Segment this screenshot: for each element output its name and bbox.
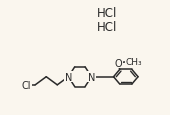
Text: CH₃: CH₃ bbox=[126, 58, 143, 67]
Text: Cl: Cl bbox=[21, 80, 31, 90]
Text: N: N bbox=[65, 72, 72, 82]
Text: HCl: HCl bbox=[97, 21, 117, 34]
Text: HCl: HCl bbox=[97, 7, 117, 20]
Text: N: N bbox=[88, 72, 95, 82]
Text: O: O bbox=[114, 58, 122, 68]
